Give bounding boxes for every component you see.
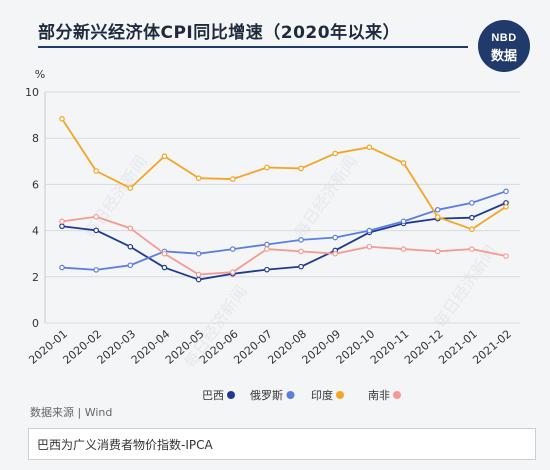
- data-point: [229, 269, 236, 275]
- data-point: [195, 175, 202, 181]
- data-point: [366, 243, 373, 250]
- data-point: [400, 218, 407, 225]
- y-tick-label: 4: [32, 225, 39, 238]
- data-point: [400, 160, 407, 166]
- data-point: [264, 266, 270, 273]
- data-point: [59, 264, 65, 271]
- y-axis-unit: %: [35, 68, 45, 81]
- data-point: [400, 246, 407, 252]
- data-point: [127, 185, 134, 191]
- legend-label: 俄罗斯: [250, 389, 283, 402]
- data-point: [503, 204, 509, 210]
- legend-marker: [393, 391, 401, 399]
- watermark-text: 每日经济新闻: [430, 242, 501, 332]
- data-point: [229, 176, 236, 182]
- data-point: [366, 144, 373, 151]
- data-point: [93, 213, 99, 220]
- logo-bottom-text: 数据: [490, 48, 517, 63]
- data-point: [469, 214, 475, 221]
- y-tick-label: 8: [32, 132, 39, 145]
- data-point: [298, 165, 304, 172]
- data-point: [93, 227, 99, 234]
- legend-marker: [336, 391, 344, 399]
- data-point: [332, 150, 339, 157]
- note-box: 巴西为广义消费者物价指数-IPCA: [28, 428, 536, 460]
- data-point: [264, 241, 270, 248]
- x-tick-label: 2021-02: [470, 327, 514, 367]
- legend-label: 巴西: [202, 389, 224, 402]
- series-line: [61, 202, 507, 281]
- data-point: [264, 164, 270, 171]
- legend-marker: [227, 391, 235, 399]
- y-tick-label: 10: [25, 86, 39, 99]
- data-point: [161, 250, 168, 257]
- series-line: [61, 118, 507, 231]
- title-underline: [38, 46, 468, 48]
- data-point: [195, 271, 202, 278]
- data-point: [195, 276, 202, 283]
- data-point: [503, 253, 509, 259]
- data-point: [469, 200, 475, 206]
- line-chart: 每日经济新闻 每日经济新闻每日经济新闻每日经济新闻0246810%2020-012…: [25, 68, 520, 402]
- data-point: [332, 234, 339, 241]
- data-point: [264, 246, 270, 252]
- data-point: [298, 263, 304, 270]
- data-point: [127, 225, 134, 232]
- data-point: [332, 250, 339, 257]
- note-text: 巴西为广义消费者物价指数-IPCA: [37, 438, 213, 452]
- data-point: [434, 248, 441, 255]
- data-point: [434, 214, 441, 220]
- data-point: [59, 218, 65, 225]
- data-point: [434, 207, 441, 213]
- data-point: [298, 237, 304, 243]
- y-tick-label: 6: [32, 178, 39, 191]
- data-point: [469, 246, 475, 252]
- data-point: [503, 188, 509, 195]
- data-point: [127, 262, 134, 269]
- data-point: [195, 250, 202, 257]
- data-point: [59, 223, 65, 230]
- watermark-text: 每日经济新闻: [80, 152, 151, 242]
- data-point: [59, 115, 65, 122]
- nbd-logo: NBD 数据: [478, 20, 530, 72]
- data-point: [161, 153, 168, 160]
- data-point: [469, 226, 475, 233]
- legend-marker: [286, 391, 295, 399]
- logo-top-text: NBD: [491, 32, 517, 44]
- data-point: [161, 264, 168, 271]
- data-point: [298, 248, 304, 255]
- y-tick-label: 2: [32, 271, 39, 284]
- series-line: [61, 215, 507, 276]
- watermark-text: 每日经济新闻: [290, 152, 361, 242]
- data-source: 数据来源 | Wind: [30, 406, 113, 419]
- data-point: [93, 168, 99, 174]
- legend-label: 印度: [311, 388, 333, 402]
- y-tick-label: 0: [32, 317, 39, 330]
- data-point: [366, 227, 373, 234]
- legend-label: 南非: [368, 389, 390, 402]
- chart-title: 部分新兴经济体CPI同比增速（2020年以来）: [38, 23, 401, 43]
- data-point: [229, 246, 236, 252]
- data-point: [93, 267, 99, 273]
- data-point: [127, 243, 134, 250]
- series-line: [61, 190, 507, 271]
